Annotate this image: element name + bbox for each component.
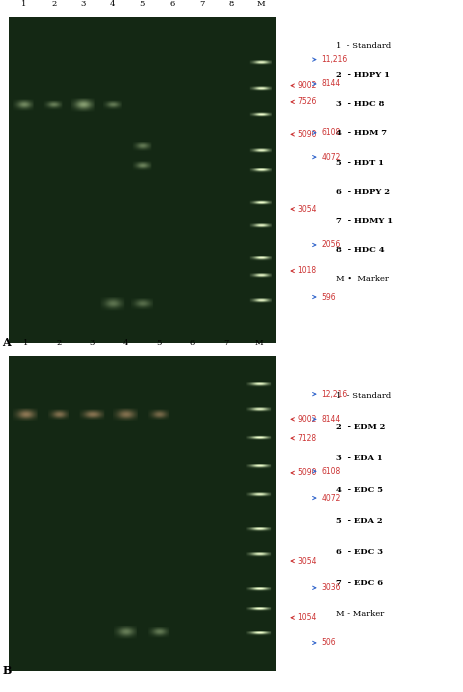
- Text: 5090: 5090: [298, 130, 317, 139]
- Text: 1  - Standard: 1 - Standard: [336, 392, 391, 400]
- Text: 5  - EDA 2: 5 - EDA 2: [336, 517, 382, 525]
- Text: 6  - EDC 3: 6 - EDC 3: [336, 548, 383, 556]
- Text: 3: 3: [90, 339, 95, 347]
- Text: 8144: 8144: [321, 415, 341, 424]
- Text: 6: 6: [190, 339, 195, 347]
- Text: 7128: 7128: [298, 434, 317, 443]
- Text: 5090: 5090: [298, 468, 317, 477]
- Text: 2056: 2056: [321, 240, 341, 250]
- Text: 4: 4: [110, 0, 116, 8]
- Text: 7526: 7526: [298, 98, 317, 107]
- Text: 2: 2: [56, 339, 62, 347]
- Text: 9002: 9002: [298, 415, 317, 424]
- Text: 12,216: 12,216: [321, 390, 348, 399]
- Text: A: A: [2, 337, 11, 348]
- Text: 1  - Standard: 1 - Standard: [336, 42, 391, 50]
- Text: 6108: 6108: [321, 467, 341, 476]
- Text: 3036: 3036: [321, 583, 341, 592]
- Text: 506: 506: [321, 639, 336, 648]
- Text: 9002: 9002: [298, 81, 317, 90]
- Text: 4: 4: [123, 339, 129, 347]
- Text: 5: 5: [140, 0, 145, 8]
- Text: 7  - HDMY 1: 7 - HDMY 1: [336, 217, 393, 225]
- Text: 4072: 4072: [321, 153, 341, 162]
- Text: 3054: 3054: [298, 205, 317, 214]
- Text: 7: 7: [199, 0, 204, 8]
- Text: B: B: [2, 665, 12, 676]
- Text: 4072: 4072: [321, 493, 341, 502]
- Text: 6: 6: [169, 0, 175, 8]
- Text: 1: 1: [21, 0, 27, 8]
- Text: 1: 1: [23, 339, 29, 347]
- Text: 5: 5: [156, 339, 162, 347]
- Text: 5  - HDT 1: 5 - HDT 1: [336, 158, 384, 167]
- Text: 1018: 1018: [298, 266, 317, 275]
- Text: 2: 2: [51, 0, 56, 8]
- Text: M: M: [257, 0, 265, 8]
- Text: 11,216: 11,216: [321, 55, 348, 64]
- Text: M •  Marker: M • Marker: [336, 275, 388, 284]
- Text: 596: 596: [321, 293, 336, 302]
- Text: 3: 3: [81, 0, 86, 8]
- Text: 8: 8: [228, 0, 234, 8]
- Text: 1054: 1054: [298, 613, 317, 622]
- Text: 3  - HDC 8: 3 - HDC 8: [336, 100, 384, 108]
- Text: 8  - HDC 4: 8 - HDC 4: [336, 246, 384, 254]
- Text: 2  - HDPY 1: 2 - HDPY 1: [336, 71, 390, 79]
- Text: M - Marker: M - Marker: [336, 610, 384, 618]
- Text: 4  - EDC 5: 4 - EDC 5: [336, 486, 383, 493]
- Text: M: M: [255, 339, 263, 347]
- Text: 2  - EDM 2: 2 - EDM 2: [336, 424, 385, 431]
- Text: 3  - EDA 1: 3 - EDA 1: [336, 455, 382, 462]
- Text: 7  - EDC 6: 7 - EDC 6: [336, 579, 383, 587]
- Text: 4  - HDM 7: 4 - HDM 7: [336, 129, 387, 138]
- Text: 6  - HDPY 2: 6 - HDPY 2: [336, 188, 390, 196]
- Text: 8144: 8144: [321, 80, 341, 89]
- Text: 6108: 6108: [321, 128, 341, 137]
- Text: 7: 7: [223, 339, 228, 347]
- Text: 3054: 3054: [298, 556, 317, 565]
